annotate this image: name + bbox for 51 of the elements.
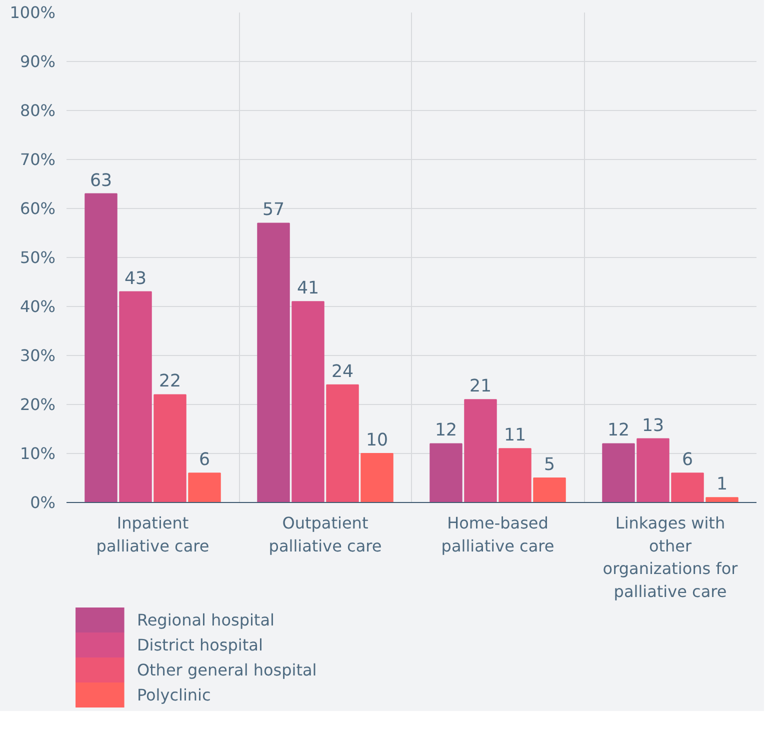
legend-label: Regional hospital bbox=[136, 610, 274, 630]
y-tick-label: 90% bbox=[20, 52, 56, 71]
bar bbox=[154, 394, 186, 502]
y-tick-label: 20% bbox=[20, 395, 56, 414]
bar bbox=[360, 453, 394, 502]
x-tick-label: Inpatient palliative care bbox=[96, 514, 210, 556]
bar bbox=[430, 443, 462, 502]
y-tick-label: 30% bbox=[20, 346, 56, 365]
data-label: 6 bbox=[198, 450, 210, 470]
y-tick-label: 10% bbox=[20, 444, 56, 463]
data-label: 12 bbox=[434, 420, 458, 441]
bar bbox=[498, 448, 532, 502]
bar bbox=[257, 222, 290, 502]
bar bbox=[671, 472, 704, 502]
bar bbox=[706, 497, 738, 502]
bar bbox=[84, 193, 118, 502]
data-label: 1 bbox=[716, 474, 728, 495]
y-tick-label: 60% bbox=[20, 199, 56, 218]
legend-label: Polyclinic bbox=[136, 686, 211, 704]
y-tick-label: 40% bbox=[20, 297, 56, 316]
data-label: 11 bbox=[504, 426, 526, 446]
y-tick-label: 0% bbox=[30, 493, 56, 512]
data-label: 10 bbox=[366, 430, 388, 450]
data-label: 57 bbox=[262, 200, 285, 220]
bar bbox=[292, 301, 324, 502]
x-tick-label: Outpatient palliative care bbox=[268, 514, 382, 556]
data-label: 22 bbox=[158, 372, 182, 392]
x-tick-label: Linkages with other organizations for palliative care bbox=[602, 514, 738, 601]
y-tick-label: 70% bbox=[20, 150, 56, 169]
bar bbox=[636, 438, 670, 502]
bar bbox=[602, 443, 635, 502]
bar bbox=[464, 399, 497, 502]
legend-label: Other general hospital bbox=[136, 660, 317, 680]
data-label: 63 bbox=[90, 170, 112, 191]
data-label: 13 bbox=[642, 416, 664, 436]
data-label: 12 bbox=[607, 420, 630, 441]
bar bbox=[326, 384, 359, 502]
bar bbox=[533, 478, 566, 502]
y-tick-label: 80% bbox=[20, 101, 56, 120]
data-label: 6 bbox=[682, 450, 694, 470]
data-label: 24 bbox=[331, 362, 354, 382]
x-tick-label: Home-based palliative care bbox=[441, 514, 554, 556]
bar bbox=[188, 472, 221, 502]
legend-label: District hospital bbox=[136, 636, 263, 654]
data-label: 21 bbox=[469, 376, 492, 397]
data-label: 43 bbox=[124, 268, 147, 289]
y-tick-label: 100% bbox=[10, 3, 56, 22]
data-label: 41 bbox=[296, 278, 320, 299]
y-tick-label: 50% bbox=[20, 248, 56, 267]
data-label: 5 bbox=[544, 455, 556, 475]
bar bbox=[119, 291, 152, 502]
